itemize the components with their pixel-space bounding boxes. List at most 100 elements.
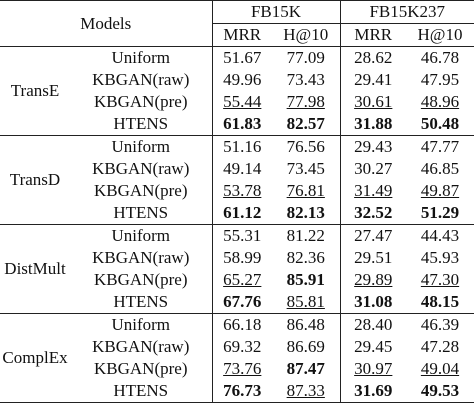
- score-cell: 27.47: [339, 224, 406, 247]
- model-name: TransE: [0, 46, 70, 136]
- score-cell: 30.61: [339, 91, 406, 113]
- score-cell: 31.69: [339, 380, 406, 403]
- score-cell: 50.48: [420, 114, 460, 133]
- dataset-header: FB15K237: [339, 0, 474, 24]
- score-cell: 61.83: [211, 113, 272, 136]
- table-row: TransE Uniform 51.67 77.09 28.62 46.78: [0, 46, 474, 136]
- results-table: Models FB15K FB15K237 MRR H@10 MRR H@10 …: [0, 0, 474, 403]
- score-cell: 28.62: [339, 46, 406, 69]
- table-row: KBGAN(pre) 55.44 77.98 30.61 48.96: [0, 91, 474, 113]
- table-row: KBGAN(raw) 49.14 73.45 30.27 46.85: [0, 158, 474, 180]
- score-cell: 66.18: [211, 313, 272, 336]
- score-cell: 48.15: [420, 292, 460, 311]
- model-name: ComplEx: [0, 313, 70, 403]
- score-cell: 29.41: [339, 69, 406, 91]
- method-name: KBGAN(pre): [94, 270, 188, 289]
- score-cell: 51.67: [211, 46, 272, 69]
- score-cell: 77.09: [286, 48, 325, 67]
- score-cell: 86.69: [286, 337, 325, 356]
- score-cell: 77.98: [286, 92, 325, 111]
- score-cell: 53.78: [211, 180, 272, 202]
- method-name: KBGAN(pre): [94, 92, 188, 111]
- method-name: Uniform: [70, 224, 212, 247]
- score-cell: 31.08: [339, 291, 406, 314]
- score-cell: 82.57: [286, 114, 325, 133]
- table-row: HTENS 76.73 87.33 31.69 49.53: [0, 380, 474, 403]
- table-row: KBGAN(pre) 73.76 87.47 30.97 49.04: [0, 358, 474, 380]
- score-cell: 47.30: [420, 270, 460, 289]
- score-cell: 55.31: [211, 224, 272, 247]
- model-name: TransD: [0, 135, 70, 225]
- metric-header: H@10: [272, 23, 340, 47]
- method-name: KBGAN(pre): [94, 181, 188, 200]
- score-cell: 67.76: [211, 291, 272, 314]
- score-cell: 87.33: [272, 380, 340, 403]
- score-cell: 49.87: [420, 181, 460, 200]
- metric-header: MRR: [211, 23, 272, 47]
- score-cell: 47.28: [420, 337, 460, 356]
- table-row: KBGAN(raw) 69.32 86.69 29.45 47.28: [0, 336, 474, 358]
- score-cell: 85.81: [286, 292, 325, 311]
- score-cell: 49.04: [420, 359, 460, 378]
- score-cell: 29.45: [339, 336, 406, 358]
- score-cell: 61.12: [211, 202, 272, 225]
- score-cell: 49.96: [211, 69, 272, 91]
- score-cell: 32.52: [339, 202, 406, 225]
- method-name: KBGAN(pre): [94, 359, 188, 378]
- score-cell: 85.91: [286, 270, 325, 289]
- method-name: Uniform: [70, 313, 212, 336]
- score-cell: 76.81: [286, 181, 325, 200]
- score-cell: 86.48: [272, 313, 340, 336]
- score-cell: 51.16: [211, 135, 272, 158]
- score-cell: 29.89: [339, 269, 406, 291]
- metric-row: MRR H@10 MRR H@10: [0, 23, 474, 47]
- table-row: DistMult Uniform 55.31 81.22 27.47 44.43: [0, 224, 474, 314]
- score-cell: 82.36: [286, 248, 325, 267]
- table-row: HTENS 67.76 85.81 31.08 48.15: [0, 291, 474, 314]
- score-cell: 46.39: [406, 313, 474, 336]
- dataset-header: FB15K: [211, 0, 340, 24]
- score-cell: 31.88: [339, 113, 406, 136]
- table-body: Models FB15K FB15K237 MRR H@10 MRR H@10 …: [0, 0, 474, 403]
- method-name: KBGAN(raw): [92, 248, 190, 267]
- model-name: DistMult: [0, 224, 70, 314]
- method-name: HTENS: [113, 114, 169, 133]
- table-row: HTENS 61.12 82.13 32.52 51.29: [0, 202, 474, 225]
- models-header: Models: [0, 0, 212, 47]
- table-row: KBGAN(raw) 49.96 73.43 29.41 47.95: [0, 69, 474, 91]
- score-cell: 49.14: [211, 158, 272, 180]
- score-cell: 45.93: [420, 248, 460, 267]
- header-row: Models FB15K FB15K237: [0, 0, 474, 47]
- score-cell: 29.43: [339, 135, 406, 158]
- score-cell: 87.47: [286, 359, 325, 378]
- score-cell: 47.95: [420, 70, 460, 89]
- method-name: HTENS: [70, 380, 212, 403]
- score-cell: 82.13: [286, 203, 325, 222]
- score-cell: 76.56: [272, 135, 340, 158]
- score-cell: 65.27: [211, 269, 272, 291]
- score-cell: 46.78: [420, 48, 460, 67]
- metric-header: H@10: [406, 23, 474, 47]
- score-cell: 29.51: [339, 247, 406, 269]
- method-name: HTENS: [113, 292, 169, 311]
- method-name: KBGAN(raw): [92, 337, 190, 356]
- method-name: KBGAN(raw): [92, 159, 190, 178]
- score-cell: 81.22: [272, 224, 340, 247]
- score-cell: 30.27: [339, 158, 406, 180]
- score-cell: 30.97: [339, 358, 406, 380]
- score-cell: 73.45: [286, 159, 325, 178]
- table-row: HTENS 61.83 82.57 31.88 50.48: [0, 113, 474, 136]
- score-cell: 46.85: [420, 159, 460, 178]
- score-cell: 73.76: [211, 358, 272, 380]
- score-cell: 48.96: [420, 92, 460, 111]
- method-name: Uniform: [111, 48, 171, 67]
- method-name: HTENS: [113, 203, 169, 222]
- score-cell: 58.99: [211, 247, 272, 269]
- score-cell: 69.32: [211, 336, 272, 358]
- table-row: KBGAN(raw) 58.99 82.36 29.51 45.93: [0, 247, 474, 269]
- score-cell: 44.43: [406, 224, 474, 247]
- score-cell: 28.40: [339, 313, 406, 336]
- table-row: KBGAN(pre) 53.78 76.81 31.49 49.87: [0, 180, 474, 202]
- method-name: Uniform: [70, 135, 212, 158]
- score-cell: 73.43: [286, 70, 325, 89]
